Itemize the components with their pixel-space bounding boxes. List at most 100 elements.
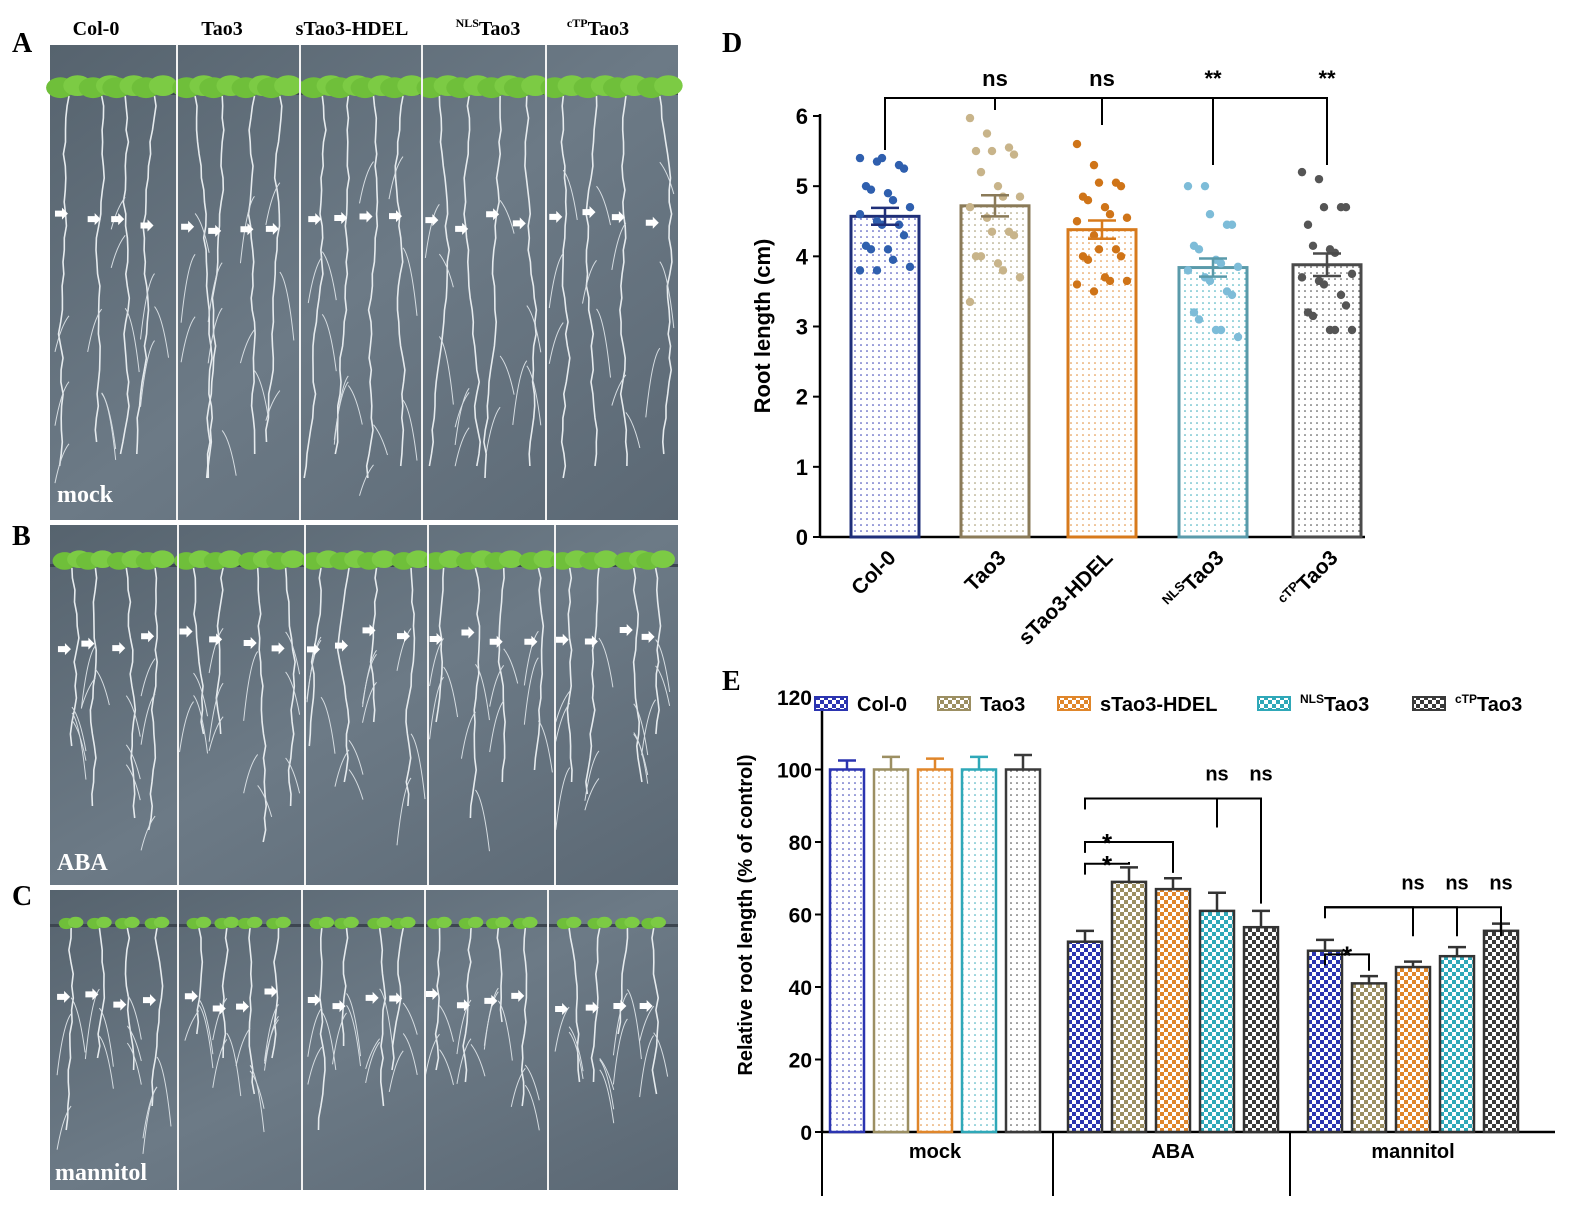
root (463, 95, 482, 467)
cotyledon (150, 550, 175, 568)
lateral-root (98, 1035, 114, 1089)
lateral-root (523, 630, 539, 686)
photo-header-nls-tao3: NLSTao3 (456, 16, 521, 40)
lateral-root (346, 993, 362, 1057)
chart-d-data-point (888, 196, 898, 205)
root (651, 927, 660, 1095)
lateral-root (633, 703, 649, 756)
chart-e-ytick-label: 80 (789, 832, 812, 855)
chart-d-xtick-label: Col-0 (847, 546, 900, 599)
chart-d-xtick-label: NLSTao3 (1159, 545, 1229, 615)
root (124, 927, 135, 1071)
chart-d-data-point (1314, 174, 1324, 184)
chart-d-error-bar (871, 206, 899, 227)
lateral-root (126, 994, 142, 1040)
cotyledon (148, 75, 178, 96)
chart-d-data-point (1105, 210, 1115, 219)
chart-d-bar (959, 204, 1031, 539)
arrow-marker-icon (307, 643, 320, 656)
cotyledon (153, 916, 170, 929)
lateral-root (180, 316, 196, 363)
lateral-root (321, 1011, 337, 1070)
root (659, 95, 673, 455)
lateral-root (429, 676, 444, 740)
root (248, 927, 256, 1095)
chart-d-significance-label: ns (1089, 66, 1115, 91)
chart-e-ytick-label: 0 (800, 1122, 812, 1145)
lateral-root (439, 1005, 454, 1042)
lateral-root (254, 370, 269, 419)
chart-d-data-point (1319, 280, 1329, 289)
root (317, 927, 326, 1131)
chart-e-bar (916, 768, 954, 1134)
chart-d-error-bar (1088, 219, 1116, 241)
lateral-root (641, 699, 657, 756)
arrow-marker-icon (429, 632, 443, 645)
chart-e-ytick-label: 120 (777, 687, 812, 710)
chart-d-data-point (1183, 266, 1193, 275)
arrow-marker-icon (486, 208, 500, 221)
lateral-root (249, 1070, 265, 1109)
root (336, 567, 350, 783)
chart-d-ytick-label: 6 (796, 104, 808, 129)
chart-e-significance-bracket (1084, 797, 1218, 828)
lateral-root (54, 443, 70, 484)
lateral-root (208, 627, 224, 674)
chart-d-data-point (1297, 273, 1307, 282)
panel-letter-c: C (12, 881, 32, 912)
chart-e-bar (872, 768, 910, 1134)
lateral-root (548, 252, 564, 309)
lateral-root (362, 681, 377, 723)
lateral-root (483, 987, 499, 1050)
chart-e-ytick-label: 100 (777, 760, 812, 783)
chart-d-data-point (1227, 220, 1237, 229)
cotyledon (343, 916, 359, 929)
root (151, 927, 164, 1107)
chart-d-data-point (1200, 181, 1210, 191)
chart-e-significance-label: * (1102, 850, 1113, 880)
arrow-marker-icon (362, 624, 376, 637)
chart-e-error-bar (838, 759, 856, 770)
root (247, 95, 256, 455)
chart-d-xtick-name: Tao3 (961, 546, 1011, 596)
cotyledon (522, 916, 538, 929)
chart-e-significance-label: ns (1205, 764, 1228, 786)
legend-item: sTao3-HDEL (1057, 694, 1217, 716)
chart-d-data-point (1189, 308, 1199, 317)
root (566, 567, 573, 783)
chart-e-ytick-label: 40 (789, 977, 812, 1000)
cotyledon (376, 916, 392, 929)
chart-e-error-bar (1316, 938, 1334, 951)
chart-d-data-point (883, 188, 893, 198)
photo-panel-mannitol (50, 890, 678, 1190)
arrow-marker-icon (184, 990, 198, 1003)
lateral-root (207, 307, 223, 364)
chart-e-ytick-label: 60 (789, 905, 812, 928)
lateral-root (584, 750, 600, 801)
root (192, 567, 205, 735)
root (136, 95, 157, 455)
lateral-root (625, 412, 641, 449)
lateral-root (460, 711, 476, 759)
legend-item: Col-0 (814, 694, 907, 716)
arrow-marker-icon (209, 633, 223, 646)
root (435, 567, 445, 723)
lateral-root (154, 306, 170, 358)
root (147, 567, 159, 831)
chart-d-data-point (1319, 203, 1329, 212)
chart-d-root-length: Root length (cm) 0 1 2 3 4 5 6 Col-0 Tao3 ns sTao3… (750, 66, 1365, 650)
lateral-root (208, 716, 224, 751)
lateral-root (582, 259, 597, 304)
chart-d-data-point (1015, 273, 1025, 282)
lateral-root (140, 693, 156, 745)
chart-d-data-point (1094, 245, 1104, 254)
lateral-root (456, 999, 472, 1055)
chart-d-data-point (1308, 241, 1318, 251)
root (524, 95, 538, 467)
cotyledon (406, 550, 431, 568)
arrow-marker-icon (359, 210, 373, 223)
lateral-root (110, 196, 126, 230)
lateral-root (388, 156, 404, 200)
chart-d-xtick-name: Tao3 (1293, 546, 1343, 596)
lateral-root (584, 778, 600, 811)
